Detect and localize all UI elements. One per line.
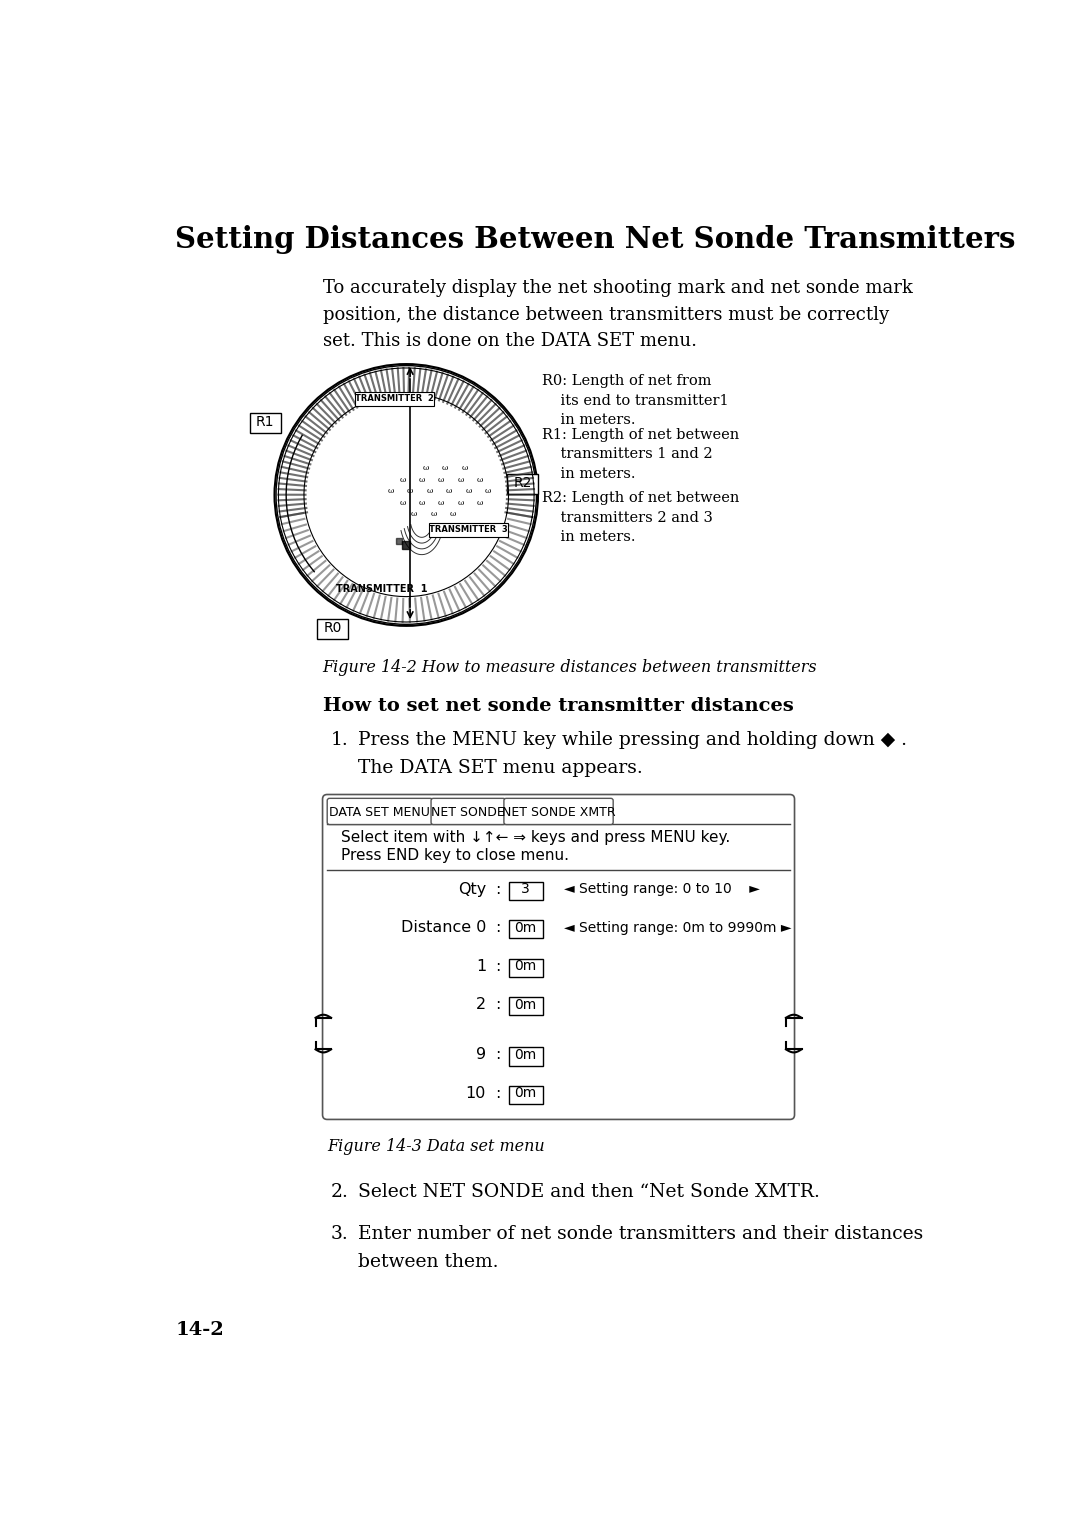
Text: Figure 14-2 How to measure distances between transmitters: Figure 14-2 How to measure distances bet… bbox=[323, 659, 818, 676]
Text: TRANSMITTER  3: TRANSMITTER 3 bbox=[429, 525, 508, 534]
Text: ω: ω bbox=[419, 499, 424, 507]
Text: ω: ω bbox=[407, 487, 414, 494]
Text: Press END key to close menu.: Press END key to close menu. bbox=[341, 848, 569, 864]
Text: R2: R2 bbox=[513, 476, 531, 490]
Text: R1: R1 bbox=[256, 415, 274, 429]
Text: ω: ω bbox=[485, 487, 490, 494]
Text: :: : bbox=[495, 996, 500, 1012]
Text: :: : bbox=[495, 1047, 500, 1062]
FancyBboxPatch shape bbox=[507, 475, 538, 494]
Text: TRANSMITTER  2: TRANSMITTER 2 bbox=[355, 394, 434, 403]
Text: ω: ω bbox=[430, 510, 436, 519]
Text: :: : bbox=[495, 958, 500, 974]
FancyBboxPatch shape bbox=[509, 1047, 542, 1065]
Text: The DATA SET menu appears.: The DATA SET menu appears. bbox=[359, 758, 643, 777]
Text: ω: ω bbox=[410, 510, 417, 519]
Text: 10: 10 bbox=[465, 1087, 486, 1100]
Text: 3.: 3. bbox=[330, 1225, 348, 1244]
FancyBboxPatch shape bbox=[509, 882, 542, 900]
Text: ω: ω bbox=[442, 464, 448, 472]
Text: 9: 9 bbox=[476, 1047, 486, 1062]
Text: ω: ω bbox=[446, 487, 453, 494]
Text: To accurately display the net shooting mark and net sonde mark
position, the dis: To accurately display the net shooting m… bbox=[323, 279, 913, 349]
Text: 0m: 0m bbox=[514, 1087, 537, 1100]
Text: R0: Length of net from
    its end to transmitter1
    in meters.: R0: Length of net from its end to transm… bbox=[542, 374, 729, 427]
FancyBboxPatch shape bbox=[509, 1085, 542, 1103]
Text: ω: ω bbox=[457, 499, 463, 507]
Text: R2: Length of net between
    transmitters 2 and 3
    in meters.: R2: Length of net between transmitters 2… bbox=[542, 491, 739, 545]
Text: Figure 14-3 Data set menu: Figure 14-3 Data set menu bbox=[327, 1138, 544, 1155]
Text: Qty: Qty bbox=[458, 882, 486, 897]
Text: ω: ω bbox=[427, 487, 433, 494]
Text: 0m: 0m bbox=[514, 1048, 537, 1062]
Text: Distance 0: Distance 0 bbox=[401, 920, 486, 935]
Text: NET SONDE: NET SONDE bbox=[431, 806, 505, 819]
Text: 3: 3 bbox=[522, 882, 530, 896]
Text: :: : bbox=[495, 920, 500, 935]
Text: ω: ω bbox=[388, 487, 394, 494]
Text: ◄ Setting range: 0 to 10    ►: ◄ Setting range: 0 to 10 ► bbox=[564, 882, 759, 896]
Text: 1.: 1. bbox=[330, 731, 348, 749]
Text: 0m: 0m bbox=[514, 998, 537, 1012]
Text: :: : bbox=[495, 1087, 500, 1100]
FancyBboxPatch shape bbox=[355, 392, 434, 406]
Text: Select item with ↓↑← ⇒ keys and press MENU key.: Select item with ↓↑← ⇒ keys and press ME… bbox=[341, 830, 730, 845]
Text: ω: ω bbox=[400, 499, 405, 507]
Text: between them.: between them. bbox=[359, 1253, 499, 1271]
Text: Enter number of net sonde transmitters and their distances: Enter number of net sonde transmitters a… bbox=[359, 1225, 923, 1244]
FancyBboxPatch shape bbox=[431, 798, 505, 824]
FancyBboxPatch shape bbox=[249, 412, 281, 432]
Text: Setting Distances Between Net Sonde Transmitters: Setting Distances Between Net Sonde Tran… bbox=[175, 226, 1016, 255]
Text: ω: ω bbox=[400, 476, 405, 484]
FancyBboxPatch shape bbox=[509, 996, 542, 1015]
Text: ω: ω bbox=[461, 464, 468, 472]
Text: R1: Length of net between
    transmitters 1 and 2
    in meters.: R1: Length of net between transmitters 1… bbox=[542, 427, 739, 481]
FancyBboxPatch shape bbox=[327, 798, 433, 824]
Text: How to set net sonde transmitter distances: How to set net sonde transmitter distanc… bbox=[323, 697, 794, 714]
Text: 1: 1 bbox=[476, 958, 486, 974]
Text: DATA SET MENU: DATA SET MENU bbox=[329, 806, 430, 819]
Text: ω: ω bbox=[457, 476, 463, 484]
Text: TRANSMITTER  1: TRANSMITTER 1 bbox=[337, 583, 428, 594]
Text: 0m: 0m bbox=[514, 960, 537, 974]
Text: Press the MENU key while pressing and holding down ◆ .: Press the MENU key while pressing and ho… bbox=[359, 731, 907, 749]
Text: 0m: 0m bbox=[514, 920, 537, 935]
Text: R0: R0 bbox=[323, 621, 341, 635]
Text: 2: 2 bbox=[476, 996, 486, 1012]
Circle shape bbox=[306, 395, 507, 595]
Text: ω: ω bbox=[476, 476, 483, 484]
FancyBboxPatch shape bbox=[429, 523, 508, 537]
FancyBboxPatch shape bbox=[318, 620, 348, 639]
Text: ω: ω bbox=[465, 487, 471, 494]
Text: ω: ω bbox=[449, 510, 456, 519]
FancyBboxPatch shape bbox=[323, 795, 795, 1120]
Text: 14-2: 14-2 bbox=[175, 1322, 224, 1340]
FancyBboxPatch shape bbox=[509, 920, 542, 938]
Text: 2.: 2. bbox=[330, 1183, 348, 1201]
Text: ω: ω bbox=[422, 464, 429, 472]
Text: NET SONDE XMTR: NET SONDE XMTR bbox=[502, 806, 616, 819]
FancyBboxPatch shape bbox=[509, 958, 542, 977]
FancyBboxPatch shape bbox=[504, 798, 613, 824]
Text: Select NET SONDE and then “Net Sonde XMTR.: Select NET SONDE and then “Net Sonde XMT… bbox=[359, 1183, 820, 1201]
Text: ω: ω bbox=[438, 499, 444, 507]
Text: ω: ω bbox=[476, 499, 483, 507]
Text: ω: ω bbox=[438, 476, 444, 484]
Text: ◄ Setting range: 0m to 9990m ►: ◄ Setting range: 0m to 9990m ► bbox=[564, 920, 791, 935]
Text: ω: ω bbox=[419, 476, 424, 484]
Text: :: : bbox=[495, 882, 500, 897]
